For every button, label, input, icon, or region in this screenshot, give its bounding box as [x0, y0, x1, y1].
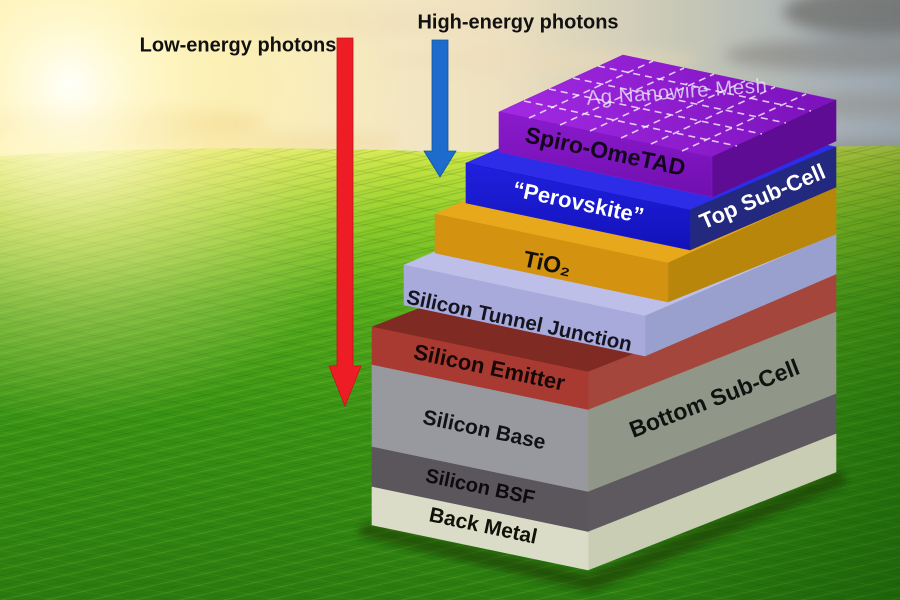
high-energy-arrow	[423, 39, 457, 178]
low-energy-label: Low-energy photons	[140, 34, 337, 56]
tunnel-junction-front-face	[403, 264, 646, 357]
high-energy-label: High-energy photons	[417, 11, 618, 33]
spiro-front-face	[498, 111, 713, 198]
nanowire-grid	[523, 60, 812, 152]
back-metal-front-face	[371, 486, 589, 571]
solar-cell-stack: Ag Nanowire Mesh Spiro-OmeTAD “Perovskit…	[371, 54, 837, 571]
perovskite-front-face	[465, 162, 691, 251]
low-energy-arrow	[328, 37, 362, 408]
stack-shadow	[358, 470, 846, 592]
tio2-front-face	[434, 213, 669, 303]
